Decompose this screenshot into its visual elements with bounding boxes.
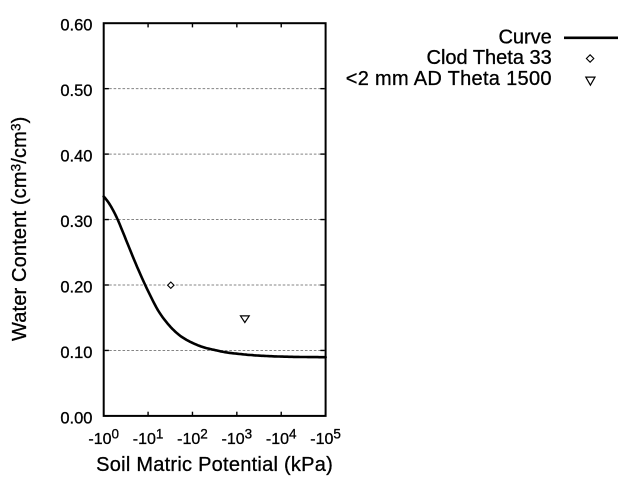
svg-text:0.40: 0.40 [60, 148, 92, 166]
svg-text:Water Content (cm3/cm3): Water Content (cm3/cm3) [8, 117, 31, 341]
svg-text:Soil Matric Potential (kPa): Soil Matric Potential (kPa) [96, 454, 333, 476]
svg-text:-103: -103 [222, 426, 253, 448]
svg-text:0.50: 0.50 [60, 82, 92, 100]
svg-text:-102: -102 [177, 426, 208, 448]
svg-text:0.00: 0.00 [60, 409, 92, 427]
svg-text:0.30: 0.30 [60, 213, 92, 231]
svg-text:0.10: 0.10 [60, 344, 92, 362]
svg-text:0.20: 0.20 [60, 278, 92, 296]
svg-text:0.60: 0.60 [60, 17, 92, 35]
svg-text:Clod Theta 33: Clod Theta 33 [427, 47, 552, 69]
svg-text:Curve: Curve [498, 27, 551, 49]
svg-text:<2 mm AD Theta 1500: <2 mm AD Theta 1500 [346, 68, 552, 90]
svg-text:-100: -100 [88, 426, 119, 448]
svg-text:-101: -101 [133, 426, 164, 448]
svg-text:-105: -105 [310, 426, 341, 448]
